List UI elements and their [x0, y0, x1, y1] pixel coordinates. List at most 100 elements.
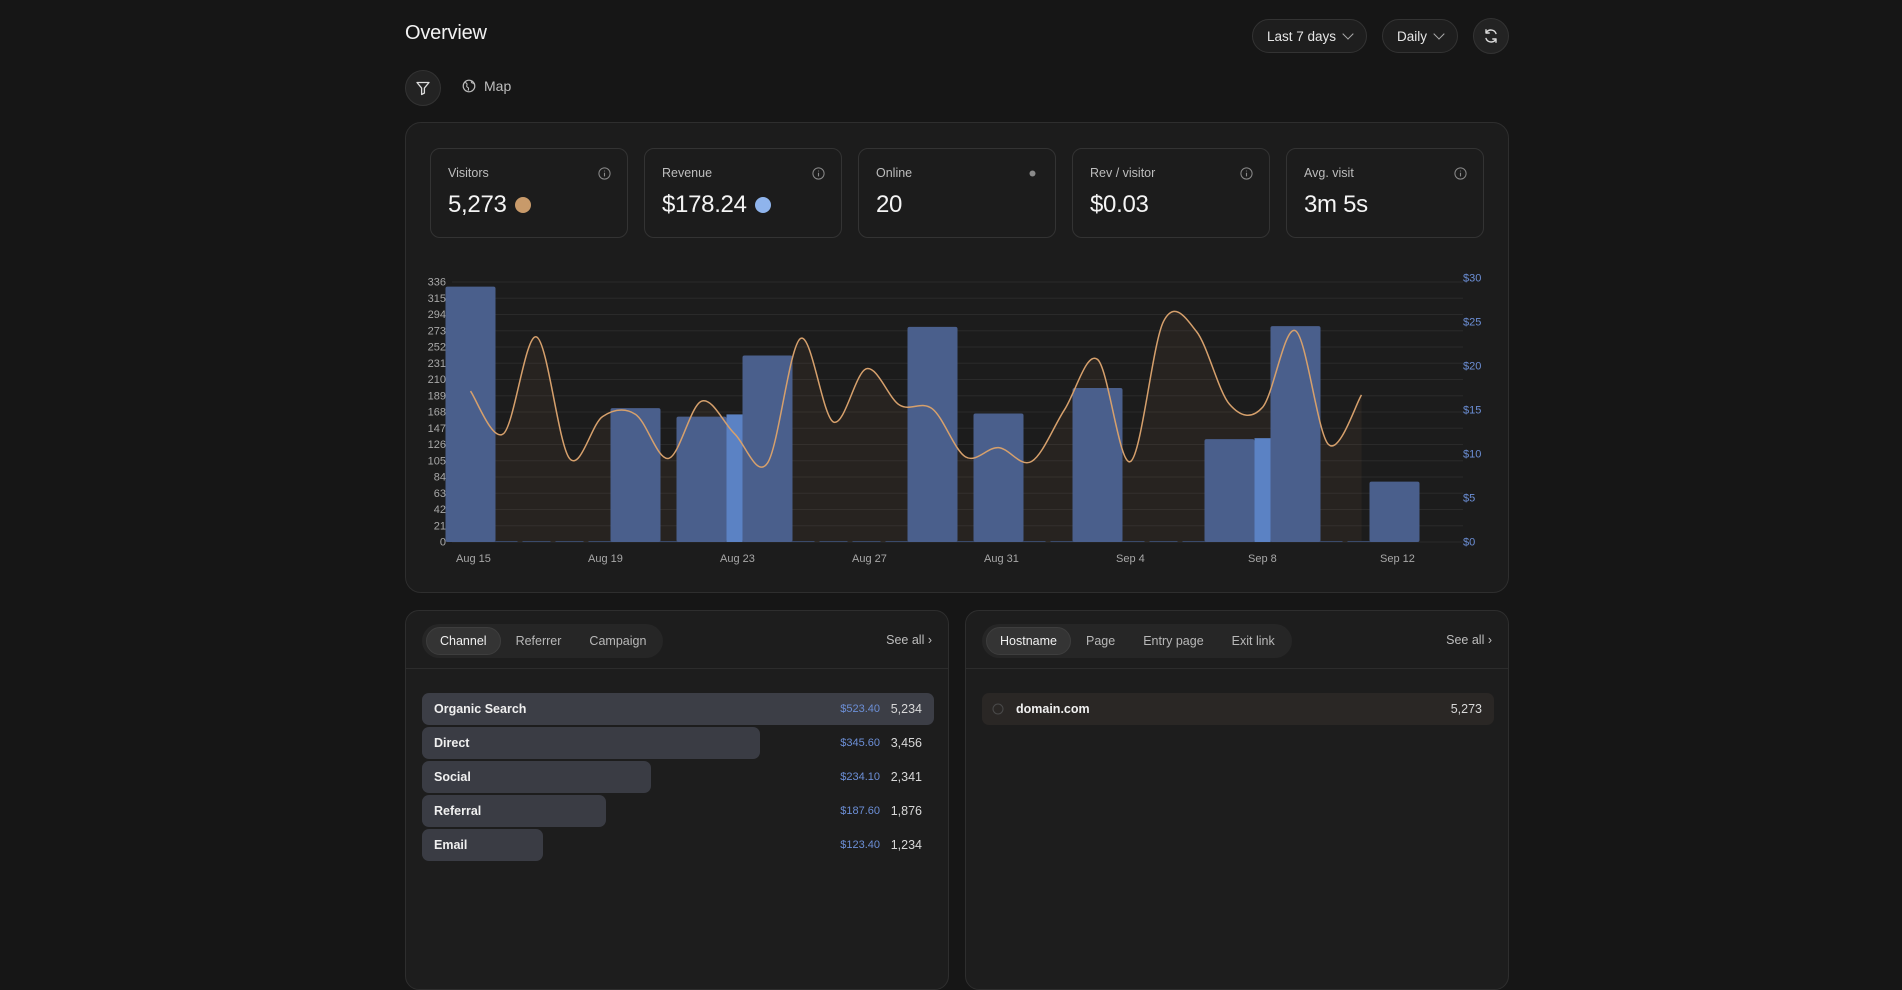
channel-count: 5,234 [890, 702, 922, 716]
channel-count: 3,456 [890, 736, 922, 750]
tab-entry-page[interactable]: Entry page [1143, 634, 1204, 648]
tab-campaign[interactable]: Campaign [589, 634, 647, 648]
visitors-bar [907, 326, 958, 542]
y-tick-label: 252 [428, 342, 446, 354]
revenue-bar [1254, 438, 1271, 542]
tab-channel[interactable]: Channel [426, 627, 501, 655]
list-item[interactable]: Social $234.10 2,341 [422, 761, 934, 793]
baseline-mark [819, 541, 848, 542]
info-icon[interactable] [1454, 167, 1467, 180]
channel-revenue: $123.40 [840, 839, 880, 851]
tab-referrer[interactable]: Referrer [515, 634, 562, 648]
baseline-mark [786, 541, 815, 542]
baseline-mark [951, 541, 980, 542]
x-tick-label: Aug 31 [984, 553, 1019, 565]
baseline-mark [1149, 541, 1178, 542]
x-tick-label: Sep 12 [1380, 553, 1415, 565]
baseline-mark [1314, 541, 1343, 542]
info-icon[interactable] [1240, 167, 1253, 180]
y-tick-label: 210 [428, 374, 446, 386]
hostname-tabs: Hostname Page Entry page Exit link [982, 624, 1292, 658]
stat-card-rev-per-visitor[interactable]: Rev / visitor $0.03 [1072, 148, 1270, 238]
filter-icon [416, 81, 430, 96]
filter-button[interactable] [405, 70, 441, 106]
globe-icon [462, 79, 476, 93]
interval-dropdown[interactable]: Daily [1382, 19, 1459, 53]
x-tick-label: Aug 19 [588, 553, 623, 565]
baseline-mark [654, 541, 683, 542]
info-icon[interactable] [812, 167, 825, 180]
list-item[interactable]: Direct $345.60 3,456 [422, 727, 934, 759]
stat-card-avg-visit[interactable]: Avg. visit 3m 5s [1286, 148, 1484, 238]
channel-count: 2,341 [890, 770, 922, 784]
stat-value-row: 3m 5s [1304, 191, 1368, 219]
chevron-down-icon [1342, 28, 1354, 40]
baseline-mark [852, 541, 881, 542]
baseline-mark [522, 541, 551, 542]
divider [406, 668, 948, 669]
refresh-button[interactable] [1473, 18, 1509, 54]
interval-label: Daily [1397, 28, 1428, 44]
list-item[interactable]: Email $123.40 1,234 [422, 829, 934, 861]
channel-label: Direct [434, 736, 470, 750]
stat-value-row: 20 [876, 191, 902, 219]
stat-value: 3m 5s [1304, 191, 1368, 218]
tab-page[interactable]: Page [1085, 634, 1116, 648]
list-item[interactable]: domain.com 5,273 [982, 693, 1494, 725]
stat-value-row: $178.24 [662, 191, 771, 219]
visitors-bar [1270, 326, 1321, 542]
y2-tick-label: $15 [1463, 405, 1481, 417]
stat-card-revenue[interactable]: Revenue $178.24 [644, 148, 842, 238]
y2-tick-label: $20 [1463, 361, 1481, 373]
stat-value-row: 5,273 [448, 191, 531, 219]
visitors-bar [445, 286, 496, 542]
visitors-bar [676, 416, 727, 542]
y2-tick-label: $5 [1463, 493, 1475, 505]
baseline-mark [489, 541, 518, 542]
row-bar [422, 727, 760, 759]
map-label: Map [484, 78, 512, 94]
stat-label: Rev / visitor [1090, 166, 1156, 180]
see-all-link[interactable]: See all › [1446, 633, 1492, 647]
y-tick-label: 294 [428, 309, 446, 321]
visitors-bar [742, 355, 793, 542]
channel-label: Email [434, 838, 468, 852]
channel-revenue: $187.60 [840, 805, 880, 817]
row-bar [422, 829, 543, 861]
row-bar [422, 693, 934, 725]
stat-card-online[interactable]: Online 20 [858, 148, 1056, 238]
channel-count: 1,876 [890, 804, 922, 818]
channel-label: Social [434, 770, 471, 784]
y-tick-label: 273 [428, 325, 446, 337]
hostname-count: 5,273 [1450, 702, 1482, 716]
visitors-bar [1204, 439, 1255, 542]
baseline-mark [1182, 541, 1211, 542]
globe-icon [992, 703, 1004, 715]
stat-value: 5,273 [448, 191, 507, 218]
channel-label: Referral [434, 804, 482, 818]
date-range-dropdown[interactable]: Last 7 days [1252, 19, 1368, 53]
x-tick-label: Aug 23 [720, 553, 755, 565]
date-range-label: Last 7 days [1267, 28, 1337, 44]
y-tick-label: 315 [428, 293, 446, 305]
list-item[interactable]: Referral $187.60 1,876 [422, 795, 934, 827]
map-toggle[interactable]: Map [462, 78, 511, 94]
visitors-revenue-chart[interactable]: 0 21 42 63 84 105 126 147 168 189 210 231 252 273 294 3… [406, 123, 1508, 592]
page-title: Overview [405, 22, 487, 44]
channel-revenue: $345.60 [840, 737, 880, 749]
visitors-line [469, 310, 1363, 468]
stat-value: $0.03 [1090, 191, 1149, 218]
stat-card-visitors[interactable]: Visitors 5,273 [430, 148, 628, 238]
info-icon[interactable] [598, 167, 611, 180]
list-item[interactable]: Organic Search $523.40 5,234 [422, 693, 934, 725]
visitors-bar [1369, 481, 1420, 542]
tab-exit-link[interactable]: Exit link [1231, 634, 1275, 648]
y-tick-label: 42 [434, 504, 446, 516]
overview-panel: Visitors 5,273 Revenue $178.24 Online 20… [405, 122, 1509, 593]
x-tick-label: Sep 4 [1116, 553, 1145, 565]
see-all-link[interactable]: See all › [886, 633, 932, 647]
y2-tick-label: $10 [1463, 449, 1481, 461]
tab-hostname[interactable]: Hostname [986, 627, 1071, 655]
stat-label: Online [876, 166, 913, 180]
channel-panel: Channel Referrer Campaign See all › Orga… [405, 610, 949, 990]
